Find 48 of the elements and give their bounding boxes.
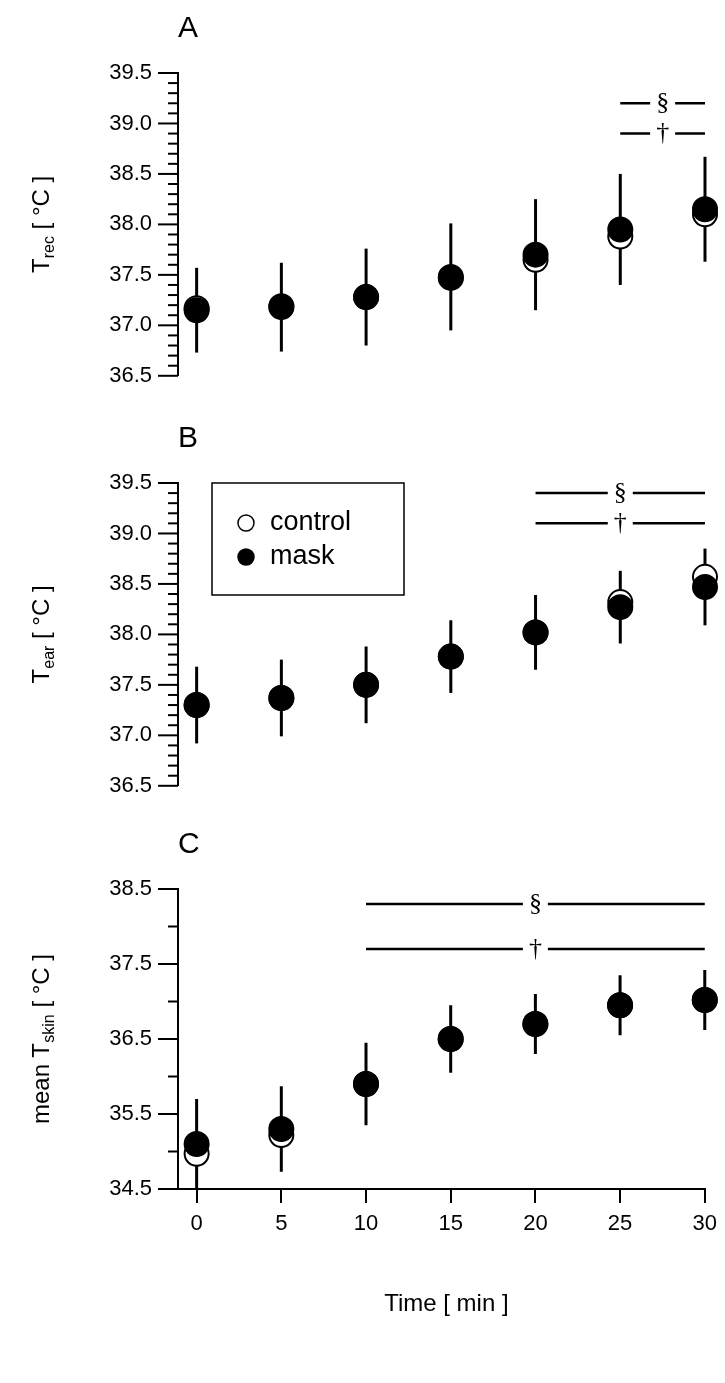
y-tick-label: 39.5 bbox=[109, 59, 152, 85]
x-tick-label: 10 bbox=[353, 1210, 379, 1236]
y-tick-label: 37.5 bbox=[109, 670, 152, 696]
point bbox=[607, 216, 634, 243]
y-axis-title: mean Tskin [ °C ] bbox=[26, 953, 57, 1125]
y-tick-label: 37.0 bbox=[109, 721, 152, 747]
y-tick-label: 37.5 bbox=[109, 260, 152, 286]
y-tick-label: 34.5 bbox=[109, 1175, 152, 1201]
x-axis-title: Time [ min ] bbox=[384, 1288, 509, 1316]
y-axis-title: Tear [ °C ] bbox=[26, 585, 57, 684]
point bbox=[268, 1116, 295, 1142]
x-tick-label: 0 bbox=[190, 1210, 203, 1236]
legend-label: control bbox=[270, 506, 352, 537]
x-tick-label: 15 bbox=[438, 1210, 463, 1236]
y-tick-label: 39.0 bbox=[109, 109, 152, 135]
point bbox=[522, 241, 549, 268]
y-tick-label: 38.0 bbox=[109, 210, 152, 236]
y-tick-label: 35.5 bbox=[109, 1100, 152, 1126]
annotation: † bbox=[656, 117, 670, 147]
chart-title: B bbox=[178, 420, 199, 454]
y-tick-label: 36.5 bbox=[109, 771, 152, 797]
legend-label: mask bbox=[270, 540, 336, 571]
y-tick-label: 36.5 bbox=[109, 361, 152, 387]
point bbox=[183, 1131, 210, 1157]
point bbox=[692, 573, 718, 600]
y-tick-label: 37.0 bbox=[109, 311, 152, 337]
annotation: † bbox=[528, 932, 542, 962]
annotation: § bbox=[656, 87, 670, 117]
x-tick-label: 30 bbox=[692, 1210, 718, 1236]
y-tick-label: 38.5 bbox=[109, 875, 152, 901]
y-tick-label: 38.0 bbox=[109, 620, 152, 646]
point bbox=[692, 196, 718, 223]
chart-title: C bbox=[178, 826, 200, 860]
y-axis-title: Trec [ °C ] bbox=[26, 175, 57, 273]
x-tick-label: 20 bbox=[523, 1210, 548, 1236]
y-tick-label: 38.5 bbox=[109, 570, 152, 595]
annotation: § bbox=[528, 887, 542, 917]
y-tick-label: 39.0 bbox=[109, 519, 152, 545]
annotation: † bbox=[613, 507, 627, 537]
y-tick-label: 37.5 bbox=[109, 950, 152, 976]
x-tick-label: 5 bbox=[275, 1210, 288, 1236]
chart-title: A bbox=[178, 10, 199, 44]
y-tick-label: 38.5 bbox=[109, 160, 152, 185]
x-tick-label: 25 bbox=[607, 1210, 633, 1236]
point bbox=[607, 594, 634, 621]
y-tick-label: 39.5 bbox=[109, 469, 152, 495]
annotation: § bbox=[613, 476, 627, 506]
y-tick-label: 36.5 bbox=[109, 1025, 152, 1051]
